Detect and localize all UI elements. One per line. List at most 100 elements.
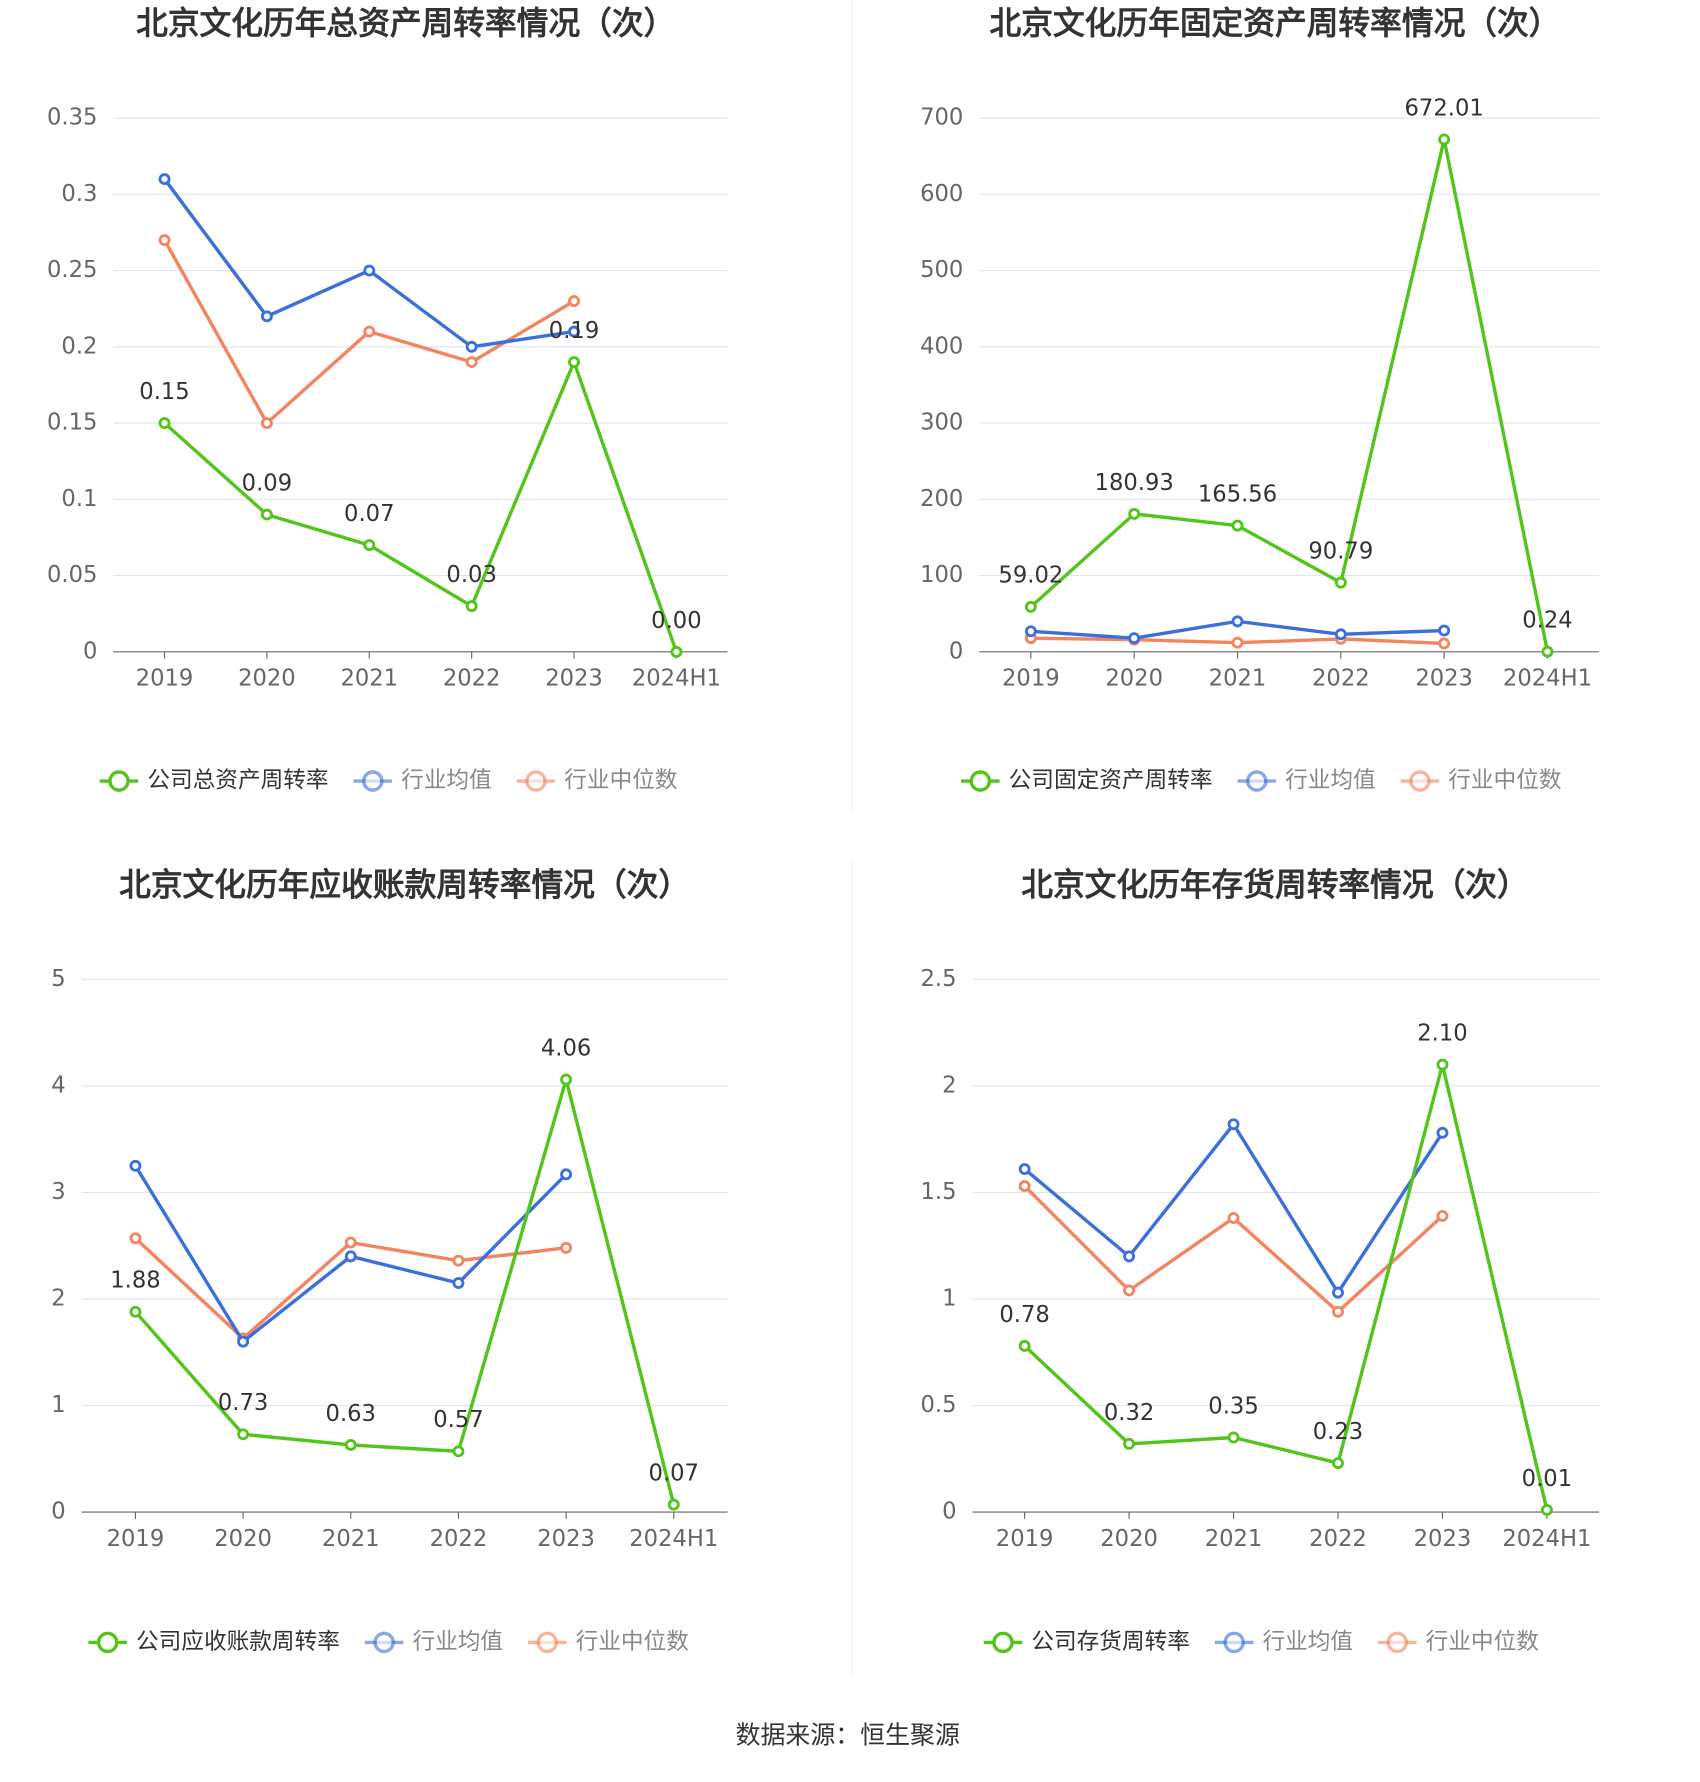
legend-marker [1223,1631,1245,1654]
x-tick-label: 2023 [545,666,603,692]
data-label: 2.10 [1417,1021,1467,1047]
legend-marker [362,770,384,792]
legend-marker [536,1631,559,1654]
point [1227,1431,1240,1444]
x-tick-label: 2021 [1205,1526,1263,1552]
point [344,1439,357,1451]
point [260,310,273,323]
chart-title: 北京文化历年存货周转率情况（次） [1021,866,1529,903]
data-label: 0.57 [433,1407,483,1433]
point [1018,1339,1031,1352]
data-label: 0.24 [1522,608,1572,634]
point [1541,645,1554,658]
x-tick-label: 2022 [443,666,501,692]
point [1231,636,1244,649]
point [560,1168,573,1181]
data-label: 59.02 [998,563,1063,589]
legend-label: 行业中位数 [1448,768,1562,794]
y-tick-label: 0.1 [61,486,97,512]
point [1123,1250,1136,1263]
legend-label: 公司存货周转率 [1031,1629,1190,1655]
point [1436,1058,1449,1071]
x-tick-label: 2022 [430,1526,488,1552]
data-label: 0.19 [549,318,599,344]
y-tick-label: 500 [920,257,963,283]
point [1227,1118,1240,1131]
data-label: 180.93 [1095,470,1174,496]
chart-title: 北京文化历年总资产周转率情况（次） [136,5,675,42]
point [465,600,478,613]
point [560,1241,573,1254]
legend-marker [969,770,992,792]
y-tick-label: 1 [51,1392,65,1418]
x-tick-label: 2024H1 [1503,666,1592,692]
y-tick-label: 200 [920,486,963,512]
series-line [163,357,679,653]
x-tick-label: 2022 [1309,1526,1367,1552]
y-tick-label: 0.25 [47,257,97,283]
x-tick-label: 2020 [214,1526,272,1552]
point [568,325,580,338]
point [1123,1284,1136,1297]
series-line [163,178,575,349]
y-tick-label: 2 [942,1072,956,1098]
point [1436,1126,1449,1139]
point [452,1254,465,1267]
y-tick-label: 0 [51,1499,65,1525]
point [344,1236,357,1249]
x-tick-label: 2020 [238,666,296,692]
y-tick-label: 300 [920,410,963,436]
data-label: 0.03 [446,562,496,588]
data-label: 0.23 [1313,1419,1363,1445]
x-tick-label: 2021 [1209,666,1267,692]
data-label: 0.09 [242,471,292,497]
y-tick-label: 100 [920,562,963,588]
legend-label: 公司总资产周转率 [147,768,328,794]
data-label: 0.32 [1104,1400,1154,1426]
y-tick-label: 0 [949,638,963,664]
point [129,1305,142,1318]
y-tick-label: 4 [51,1072,65,1098]
legend-marker [525,770,547,792]
data-label: 165.56 [1198,482,1277,508]
point [158,234,171,247]
point [1540,1503,1553,1516]
point [1231,615,1244,628]
point [1024,600,1037,613]
point [158,173,171,186]
y-tick-label: 0.15 [47,410,97,436]
y-tick-label: 0.35 [47,105,97,131]
point [465,340,478,353]
data-label: 0.78 [999,1302,1049,1328]
x-tick-label: 2024H1 [632,666,721,692]
data-label: 0.15 [139,379,189,405]
point [452,1445,465,1458]
x-tick-label: 2023 [537,1526,595,1552]
y-tick-label: 0 [942,1499,956,1525]
legend-label: 行业均值 [401,768,492,794]
point [1231,519,1244,532]
legend-label: 行业均值 [412,1629,503,1655]
point [260,508,273,521]
point [129,1159,142,1172]
point [1438,637,1451,650]
point [1018,1163,1031,1175]
x-tick-label: 2024H1 [1502,1526,1591,1552]
y-tick-label: 400 [920,333,963,359]
series-line [1023,1064,1549,1511]
x-tick-label: 2020 [1105,666,1163,692]
legend-marker [373,1631,395,1654]
point [1332,1286,1344,1299]
legend-label: 行业中位数 [576,1629,690,1655]
point [1438,624,1451,637]
point [1123,1437,1136,1450]
data-label: 0.35 [1208,1393,1258,1419]
point [1332,1305,1344,1318]
point [465,356,478,369]
legend-label: 行业中位数 [564,768,678,794]
legend-marker [1246,770,1268,792]
data-label: 0.00 [651,608,701,634]
x-tick-label: 2024H1 [629,1526,718,1552]
x-tick-label: 2019 [996,1526,1054,1552]
